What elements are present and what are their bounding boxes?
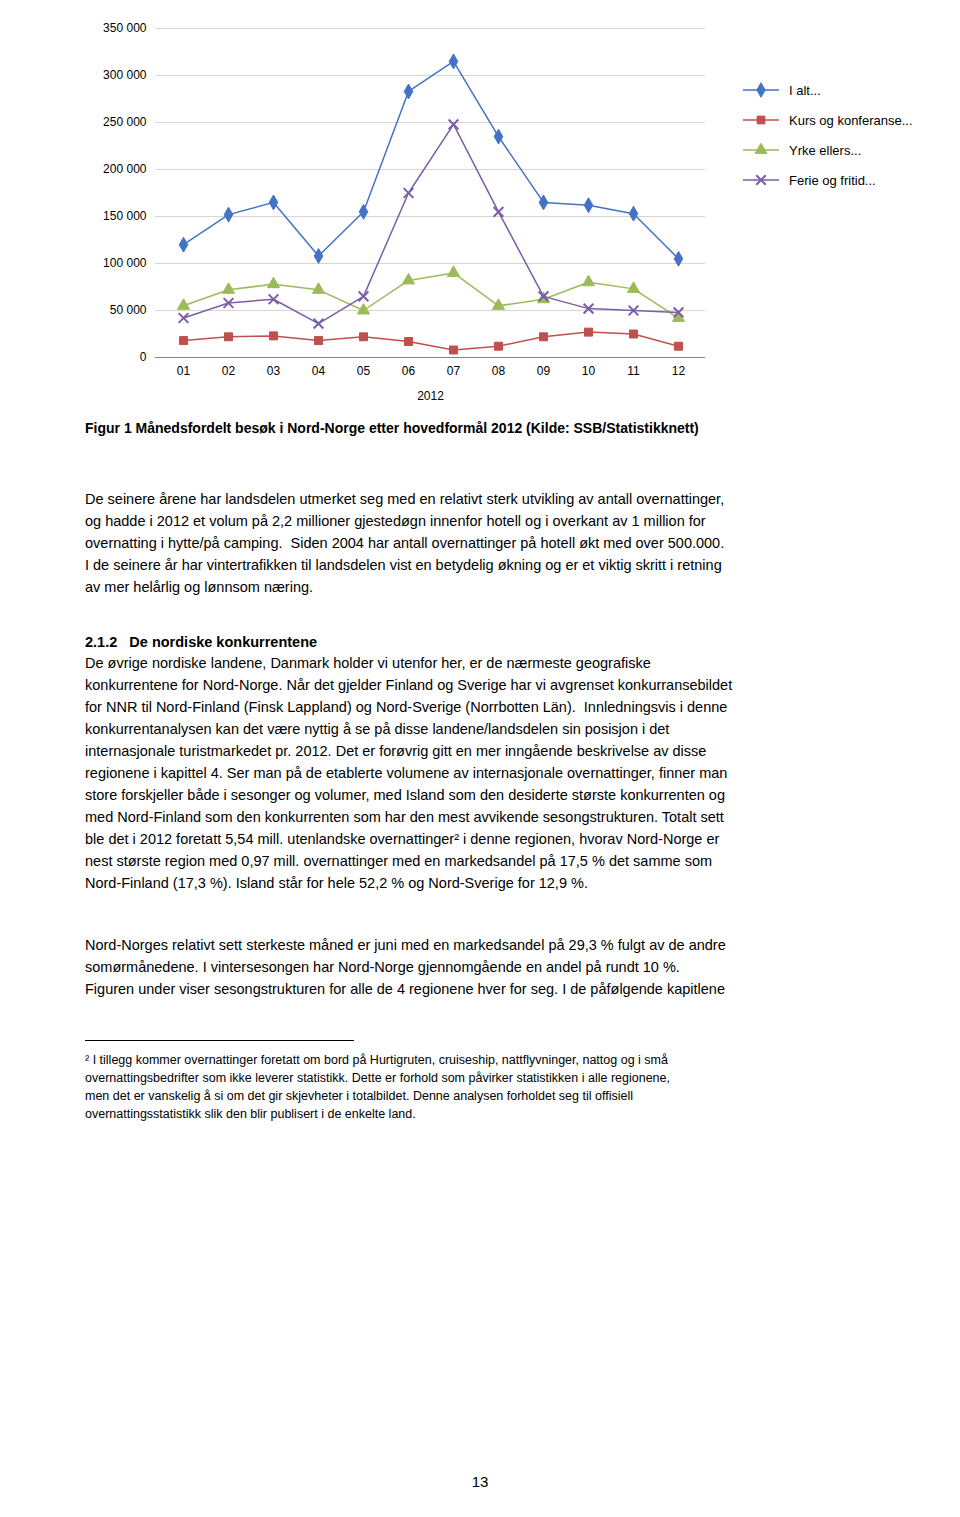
svg-text:2012: 2012 [417, 389, 444, 403]
html-text:Figuren under viser sesongstru: Figuren under viser sesongstrukturen for… [85, 981, 725, 997]
html-text:Yrke ellers...: Yrke ellers... [789, 142, 862, 158]
svg-text:11: 11 [627, 364, 640, 378]
html-text:nest største region med 0,97 m: nest største region med 0,97 mill. overn… [85, 853, 712, 869]
svg-text:04: 04 [312, 364, 326, 378]
html-text:ble det i 2012 foretatt 5,54 m: ble det i 2012 foretatt 5,54 mill. utenl… [85, 831, 720, 847]
svg-text:50 000: 50 000 [110, 303, 147, 317]
html-text:somørmånedene. I vintersesonge: somørmånedene. I vintersesongen har Nord… [85, 959, 680, 975]
svg-text:10: 10 [582, 364, 596, 378]
html-text:I alt...: I alt... [789, 82, 821, 98]
svg-text:250 000: 250 000 [103, 115, 147, 129]
html-text:2.1.2 De nordiske konkurrenten: 2.1.2 De nordiske konkurrentene [85, 634, 318, 650]
svg-text:350 000: 350 000 [103, 21, 147, 35]
svg-text:150 000: 150 000 [103, 209, 147, 223]
html-text:De øvrige nordiske landene, Da: De øvrige nordiske landene, Danmark hold… [85, 655, 651, 671]
html-text:regionene i kapittel 4. Ser ma: regionene i kapittel 4. Ser man på de et… [85, 765, 728, 781]
svg-text:01: 01 [177, 364, 191, 378]
html-text:13: 13 [471, 1473, 489, 1490]
html-text:konkurrentanalysen kan det vær: konkurrentanalysen kan det være nyttig å… [85, 721, 670, 737]
svg-text:06: 06 [402, 364, 416, 378]
html-text:overnattingsstatistikk slik de: overnattingsstatistikk slik den blir pub… [85, 1107, 416, 1121]
html-text:I de seinere år har vintertraf: I de seinere år har vintertrafikken til … [85, 557, 722, 573]
svg-text:12: 12 [672, 364, 686, 378]
html-text:for NNR til Nord-Finland (Fins: for NNR til Nord-Finland (Finsk Lappland… [85, 699, 728, 715]
html-text:De seinere årene har landsdele: De seinere årene har landsdelen utmerket… [85, 491, 725, 507]
html-text:konkurrentene for Nord-Norge.: konkurrentene for Nord-Norge. Når det gj… [85, 677, 733, 693]
html-text:Ferie og fritid...: Ferie og fritid... [789, 172, 876, 188]
html-text:² I tillegg kommer overnatting: ² I tillegg kommer overnattinger foretat… [85, 1053, 668, 1067]
html-text:men det er vanskelig å si om d: men det er vanskelig å si om det gir skj… [85, 1089, 633, 1103]
html-text:og hadde i 2012 et volum på 2,: og hadde i 2012 et volum på 2,2 millione… [85, 513, 706, 529]
html-text:overnattingsbedrifter som ikke: overnattingsbedrifter som ikke leverer s… [85, 1071, 670, 1085]
html-text:Kurs og konferanse...: Kurs og konferanse... [789, 112, 913, 128]
svg-text:0: 0 [140, 350, 147, 364]
svg-text:300 000: 300 000 [103, 68, 147, 82]
html-text:internasjonale turistmarkedet: internasjonale turistmarkedet pr. 2012. … [85, 743, 707, 759]
svg-text:08: 08 [492, 364, 506, 378]
html-text:store forskjeller både i seson: store forskjeller både i sesonger og vol… [85, 787, 725, 803]
svg-text:02: 02 [222, 364, 236, 378]
html-text:av mer helårlig og lønnsom nær: av mer helårlig og lønnsom næring. [85, 579, 314, 595]
html-text:overnatting i hytte/på camping: overnatting i hytte/på camping. Siden 20… [85, 535, 725, 551]
html-text:Nord-Finland (17,3 %). Island: Nord-Finland (17,3 %). Island står for h… [85, 875, 588, 891]
svg-text:200 000: 200 000 [103, 162, 147, 176]
svg-text:100 000: 100 000 [103, 256, 147, 270]
svg-text:03: 03 [267, 364, 281, 378]
html-text:med Nord-Finland som den konku: med Nord-Finland som den konkurrenten so… [85, 809, 724, 825]
svg-text:05: 05 [357, 364, 371, 378]
html-text:Figur 1 Månedsfordelt besøk i: Figur 1 Månedsfordelt besøk i Nord-Norge… [85, 420, 699, 436]
svg-text:09: 09 [537, 364, 551, 378]
html-text:Nord-Norges relativt sett ster: Nord-Norges relativt sett sterkeste måne… [85, 937, 726, 953]
svg-text:07: 07 [447, 364, 461, 378]
